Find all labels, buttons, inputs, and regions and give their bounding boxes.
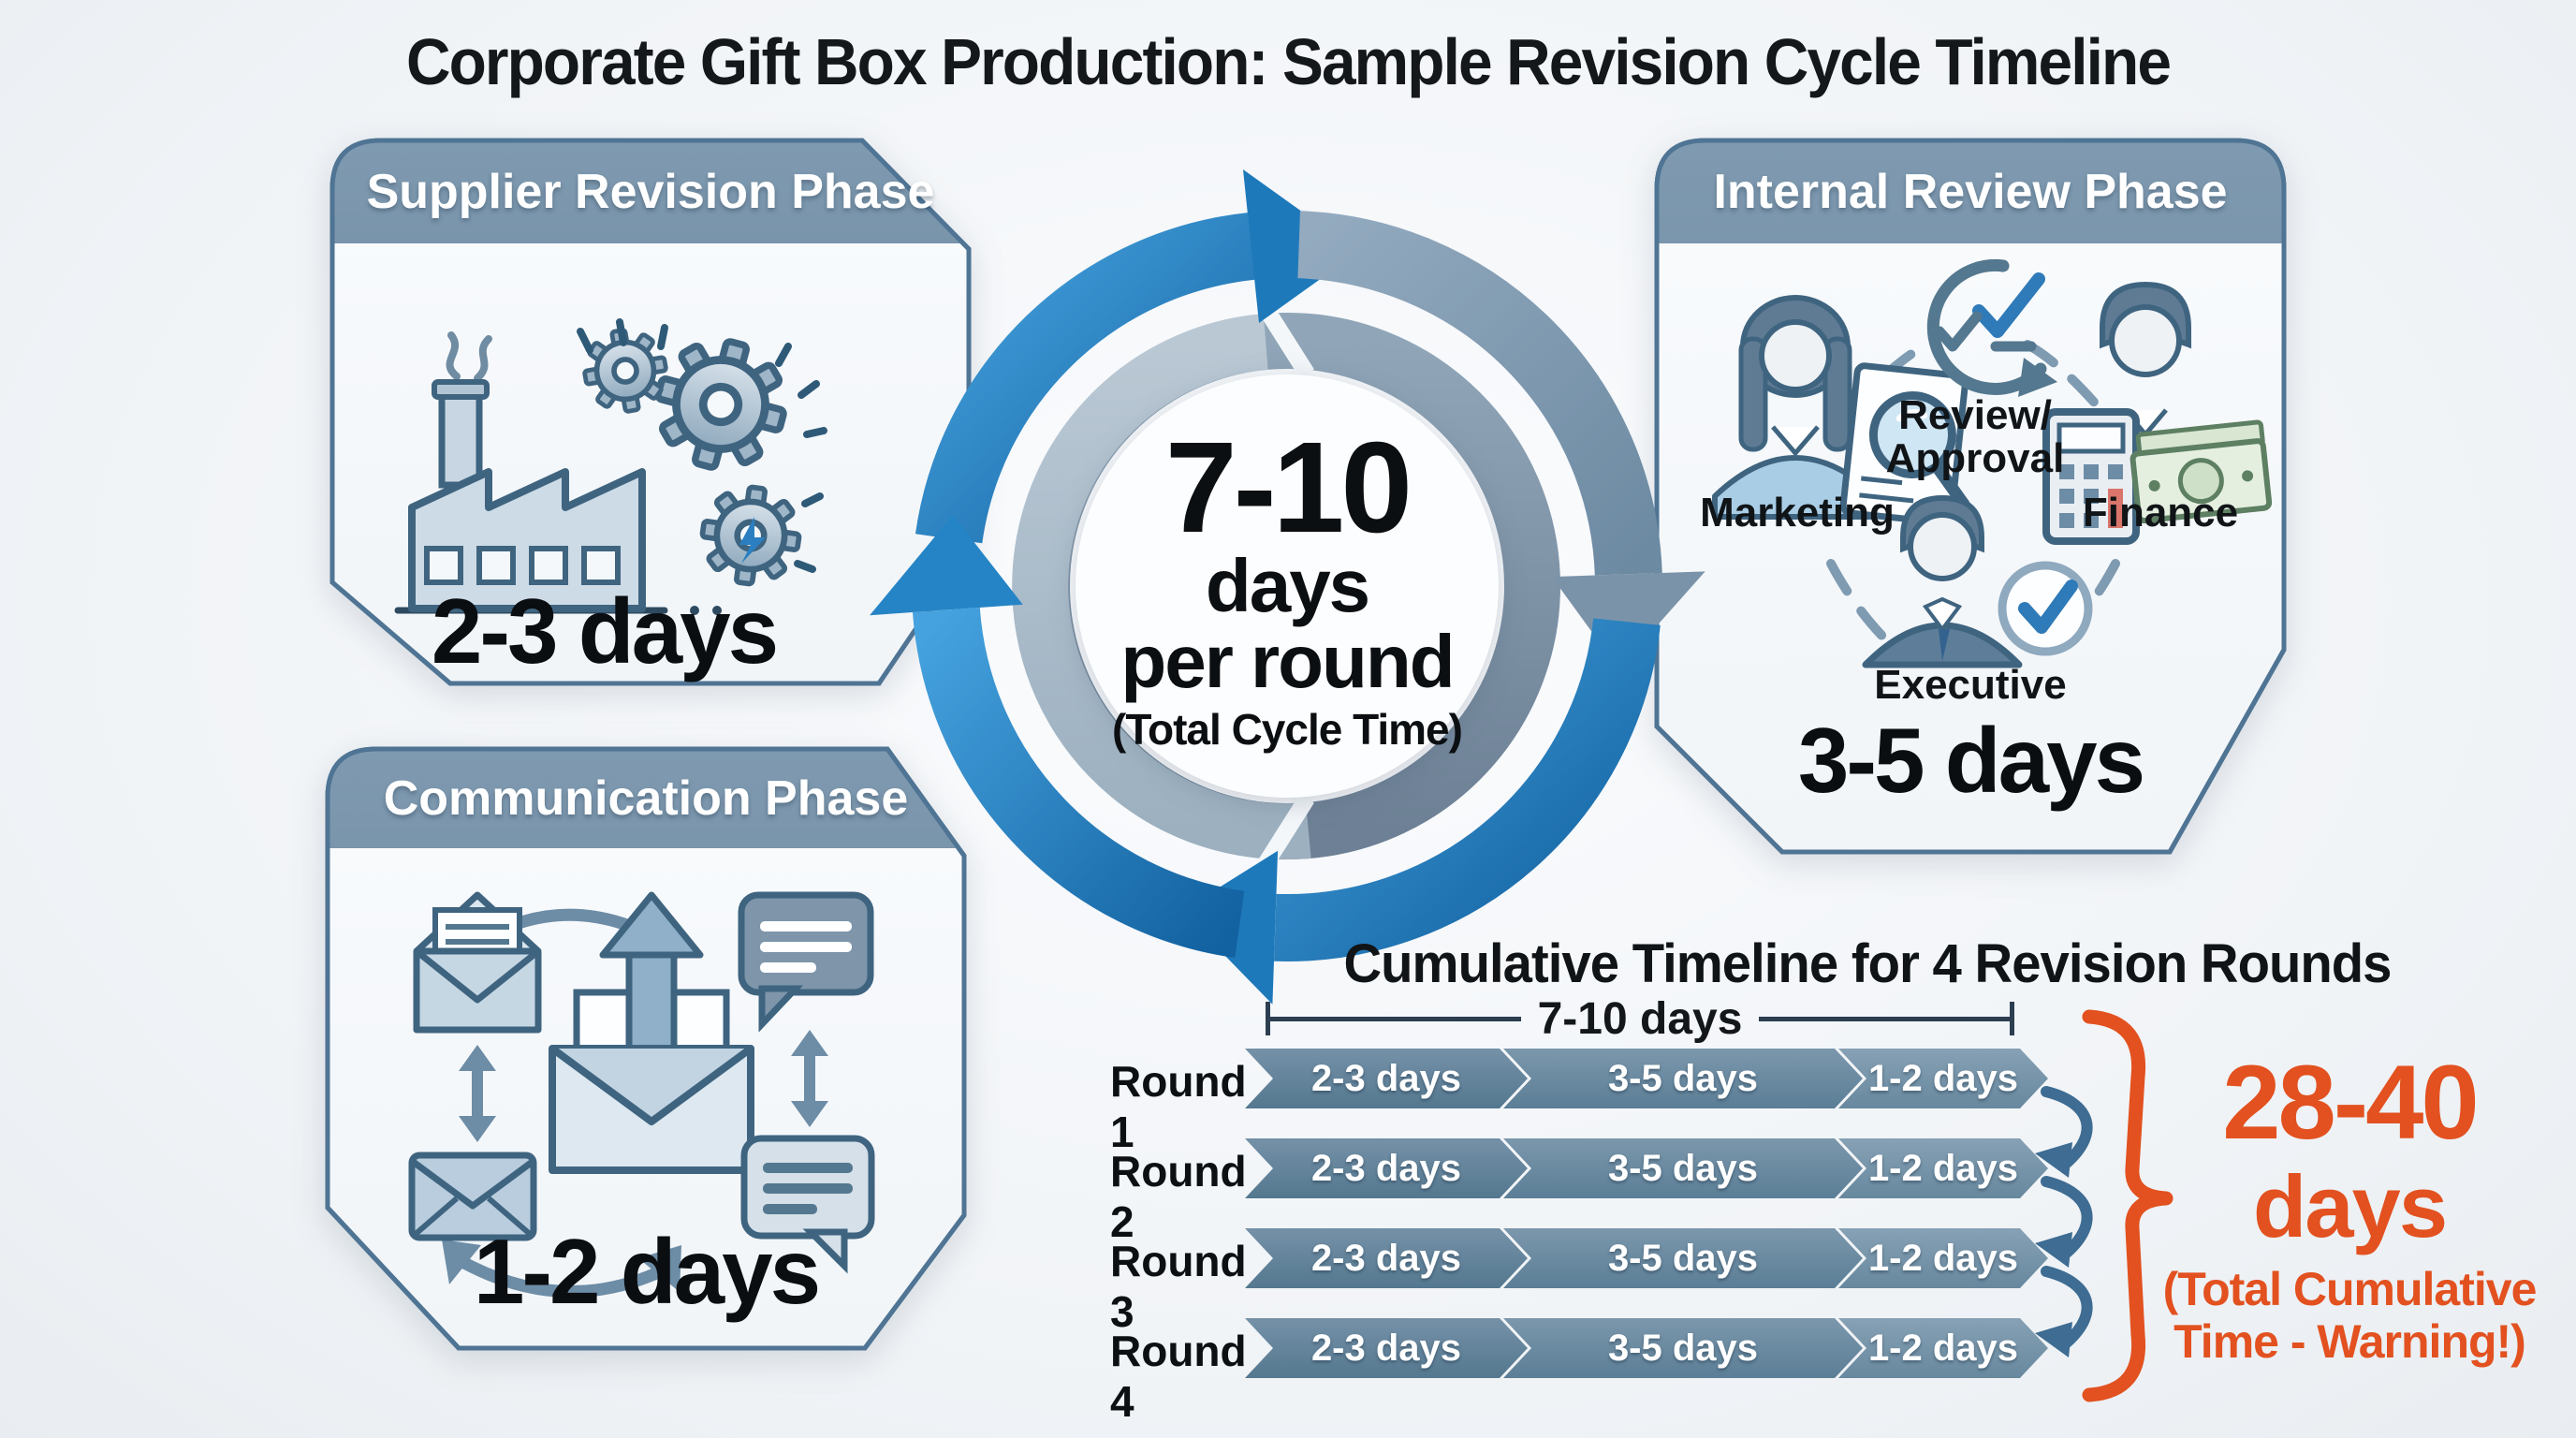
communication-phase-card: Communication Phase [325,746,992,1351]
banknote-icon [2130,419,2273,524]
round-4-label: Round 4 [1110,1327,1247,1426]
role-label-executive: Executive [1874,662,2067,708]
per-round-bracket: 7-10 days [1266,994,2014,1044]
round-3-communication-segment: 1-2 days [1838,1228,2048,1288]
chat-bubble-dark-icon [738,891,874,1033]
approval-check-icon [1998,561,2093,656]
communication-phase-header: Communication Phase [383,771,909,826]
total-cumulative-value: 28-40 [2222,1044,2479,1161]
round-2-supplier-segment: 2-3 days [1245,1138,1528,1198]
closed-envelope-icon [408,1152,537,1241]
cumulative-brace [2082,1009,2174,1402]
cycle-time-unit: days [1205,543,1370,627]
round-loop-arrow-icon [2035,1176,2093,1268]
round-2-internal-segment: 3-5 days [1503,1138,1863,1198]
role-label-review-line1: Review/ [1898,392,2052,438]
outer-cycle-arrows-icon [870,169,1705,1005]
round-2-bar: 2-3 days 3-5 days 1-2 days [1245,1138,2048,1198]
cycle-time-summary: 7-10 days per round (Total Cycle Time) [1076,416,1498,754]
round-4-communication-segment: 1-2 days [1838,1318,2048,1378]
role-label-finance: Finance [2082,490,2239,536]
communication-icons [408,891,875,1298]
round-4-internal-segment: 3-5 days [1503,1318,1863,1378]
cycle-time-value: 7-10 [1164,416,1412,560]
page-title: Corporate Gift Box Production: Sample Re… [405,25,2172,98]
executive-person-icon [1862,494,2093,668]
internal-duration: 3-5 days [1797,709,2145,812]
round-1-label: Round 1 [1110,1057,1247,1156]
open-envelope-icon [413,891,542,1034]
outgoing-envelope-icon [549,891,754,1174]
updown-arrow-icon [459,1045,496,1142]
round-1-internal-segment: 3-5 days [1503,1049,1863,1108]
bracket-right-line [1759,1016,2010,1021]
total-cumulative-note-line1: (Total Cumulative [2162,1263,2538,1315]
round-3-label: Round 3 [1110,1237,1247,1336]
round-loop-arrow-icon [2035,1086,2093,1178]
round-4-bar: 2-3 days 3-5 days 1-2 days [1245,1318,2048,1378]
round-2-communication-segment: 1-2 days [1838,1138,2048,1198]
round-3-internal-segment: 3-5 days [1503,1228,1863,1288]
round-1-supplier-segment: 2-3 days [1245,1049,1528,1108]
supplier-phase-card: Supplier Revision Phase 2-3 days [329,138,972,686]
communication-duration: 1-2 days [473,1220,821,1323]
round-3-bar: 2-3 days 3-5 days 1-2 days [1245,1228,2048,1288]
review-cycle-icon [1926,258,2057,397]
cycle-time-scope: per round [1120,619,1455,703]
supplier-duration: 2-3 days [431,580,779,682]
role-label-review-line2: Approval [1885,435,2065,481]
updown-arrow-icon [791,1030,828,1127]
round-loop-arrow-icon [2035,1266,2093,1357]
finance-person-icon [2042,281,2273,545]
round-1-bar: 2-3 days 3-5 days 1-2 days [1245,1049,2048,1108]
factory-gears-icon [394,318,827,615]
bottom-cycle-arrow-icon [442,1240,681,1298]
round-1-communication-segment: 1-2 days [1838,1049,2048,1108]
per-round-bracket-label: 7-10 days [1537,993,1743,1044]
total-cumulative-unit: days [2252,1157,2448,1255]
round-3-supplier-segment: 2-3 days [1245,1228,1528,1288]
chat-bubble-light-icon [740,1135,875,1274]
cumulative-title: Cumulative Timeline for 4 Revision Round… [1343,933,2392,994]
total-cumulative-note-line2: Time - Warning!) [2174,1315,2526,1368]
internal-phase-header: Internal Review Phase [1713,165,2228,219]
bracket-right-tick [2010,1002,2014,1035]
round-4-supplier-segment: 2-3 days [1245,1318,1528,1378]
marketing-person-icon [1712,295,1970,526]
revision-cycle-ring [870,169,1705,1005]
supplier-phase-header: Supplier Revision Phase [366,165,935,219]
bracket-left-tick [1266,1002,1270,1035]
bracket-left-line [1270,1016,1521,1021]
internal-review-phase-card: Internal Review Phase [1654,138,2287,855]
role-label-marketing: Marketing [1700,490,1895,536]
round-2-label: Round 2 [1110,1147,1247,1246]
cycle-time-note: (Total Cycle Time) [1112,704,1463,754]
